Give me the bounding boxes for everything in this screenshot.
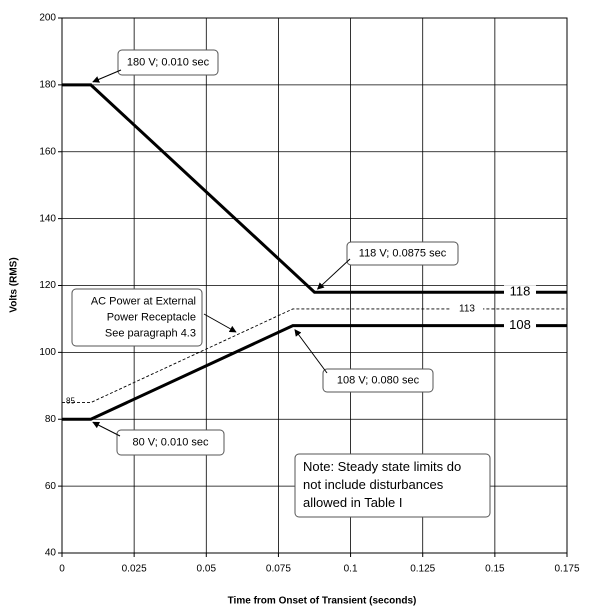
line-end-label: 108 bbox=[509, 317, 531, 332]
x-tick-label: 0.025 bbox=[122, 564, 147, 575]
callout-arrow bbox=[92, 421, 121, 437]
callout-box bbox=[346, 241, 459, 266]
y-tick-label: 140 bbox=[39, 213, 56, 224]
callout: Note: Steady state limits do not include … bbox=[294, 453, 491, 518]
callout-arrow bbox=[92, 69, 122, 83]
callout-text: Note: Steady state limits do bbox=[303, 459, 461, 474]
callout-arrow bbox=[294, 329, 328, 374]
line-end-label: 113 bbox=[459, 304, 475, 315]
callout: 108 V; 0.080 sec bbox=[294, 329, 434, 393]
y-tick-label: 40 bbox=[45, 548, 57, 559]
callout-text: 108 V; 0.080 sec bbox=[337, 374, 420, 386]
callout-box bbox=[294, 453, 491, 518]
callout-box bbox=[117, 49, 219, 76]
x-axis-label: Time from Onset of Transient (seconds) bbox=[228, 596, 417, 607]
y-axis-label: Volts (RMS) bbox=[9, 257, 20, 312]
x-tick-label: 0.15 bbox=[485, 564, 505, 575]
callout: 180 V; 0.010 sec bbox=[92, 49, 219, 83]
label-bg bbox=[504, 318, 536, 333]
x-tick-label: 0.175 bbox=[554, 564, 579, 575]
callout-text: 118 V; 0.0875 sec bbox=[359, 247, 447, 259]
y-tick-label: 60 bbox=[45, 481, 57, 492]
x-tick-label: 0 bbox=[59, 564, 65, 575]
x-tick-label: 0.125 bbox=[410, 564, 435, 575]
callout-arrow bbox=[203, 313, 237, 333]
callout-text: Power Receptacle bbox=[107, 311, 196, 323]
callout-arrow bbox=[316, 258, 351, 290]
callout-box bbox=[322, 368, 434, 393]
line-start-label: 85 bbox=[66, 397, 75, 406]
y-tick-label: 180 bbox=[39, 80, 56, 91]
callout-text: allowed in Table I bbox=[303, 495, 403, 510]
callout-box bbox=[116, 429, 225, 456]
x-tick-label: 0.05 bbox=[197, 564, 217, 575]
callout: 118 V; 0.0875 sec bbox=[316, 241, 459, 290]
callout-box bbox=[71, 288, 203, 347]
callout-text: See paragraph 4.3 bbox=[105, 327, 196, 339]
x-tick-label: 0.075 bbox=[266, 564, 291, 575]
series-line bbox=[62, 324, 567, 421]
y-tick-label: 100 bbox=[39, 347, 56, 358]
y-tick-label: 200 bbox=[39, 13, 56, 24]
series-line bbox=[62, 83, 567, 294]
line-end-label: 118 bbox=[510, 284, 531, 299]
y-tick-label: 160 bbox=[39, 146, 56, 157]
label-bg bbox=[504, 285, 536, 300]
x-tick-label: 0.1 bbox=[344, 564, 358, 575]
callout-text: AC Power at External bbox=[91, 295, 196, 307]
label-bg bbox=[451, 301, 483, 316]
callout: 80 V; 0.010 sec bbox=[92, 421, 225, 456]
callout-text: not include disturbances bbox=[303, 477, 444, 492]
callout-text: 180 V; 0.010 sec bbox=[127, 56, 210, 68]
callout: AC Power at External Power Receptacle See … bbox=[71, 288, 237, 347]
y-tick-label: 120 bbox=[39, 280, 56, 291]
y-tick-label: 80 bbox=[45, 414, 57, 425]
series-line bbox=[62, 308, 567, 403]
callout-text: 80 V; 0.010 sec bbox=[132, 436, 209, 448]
